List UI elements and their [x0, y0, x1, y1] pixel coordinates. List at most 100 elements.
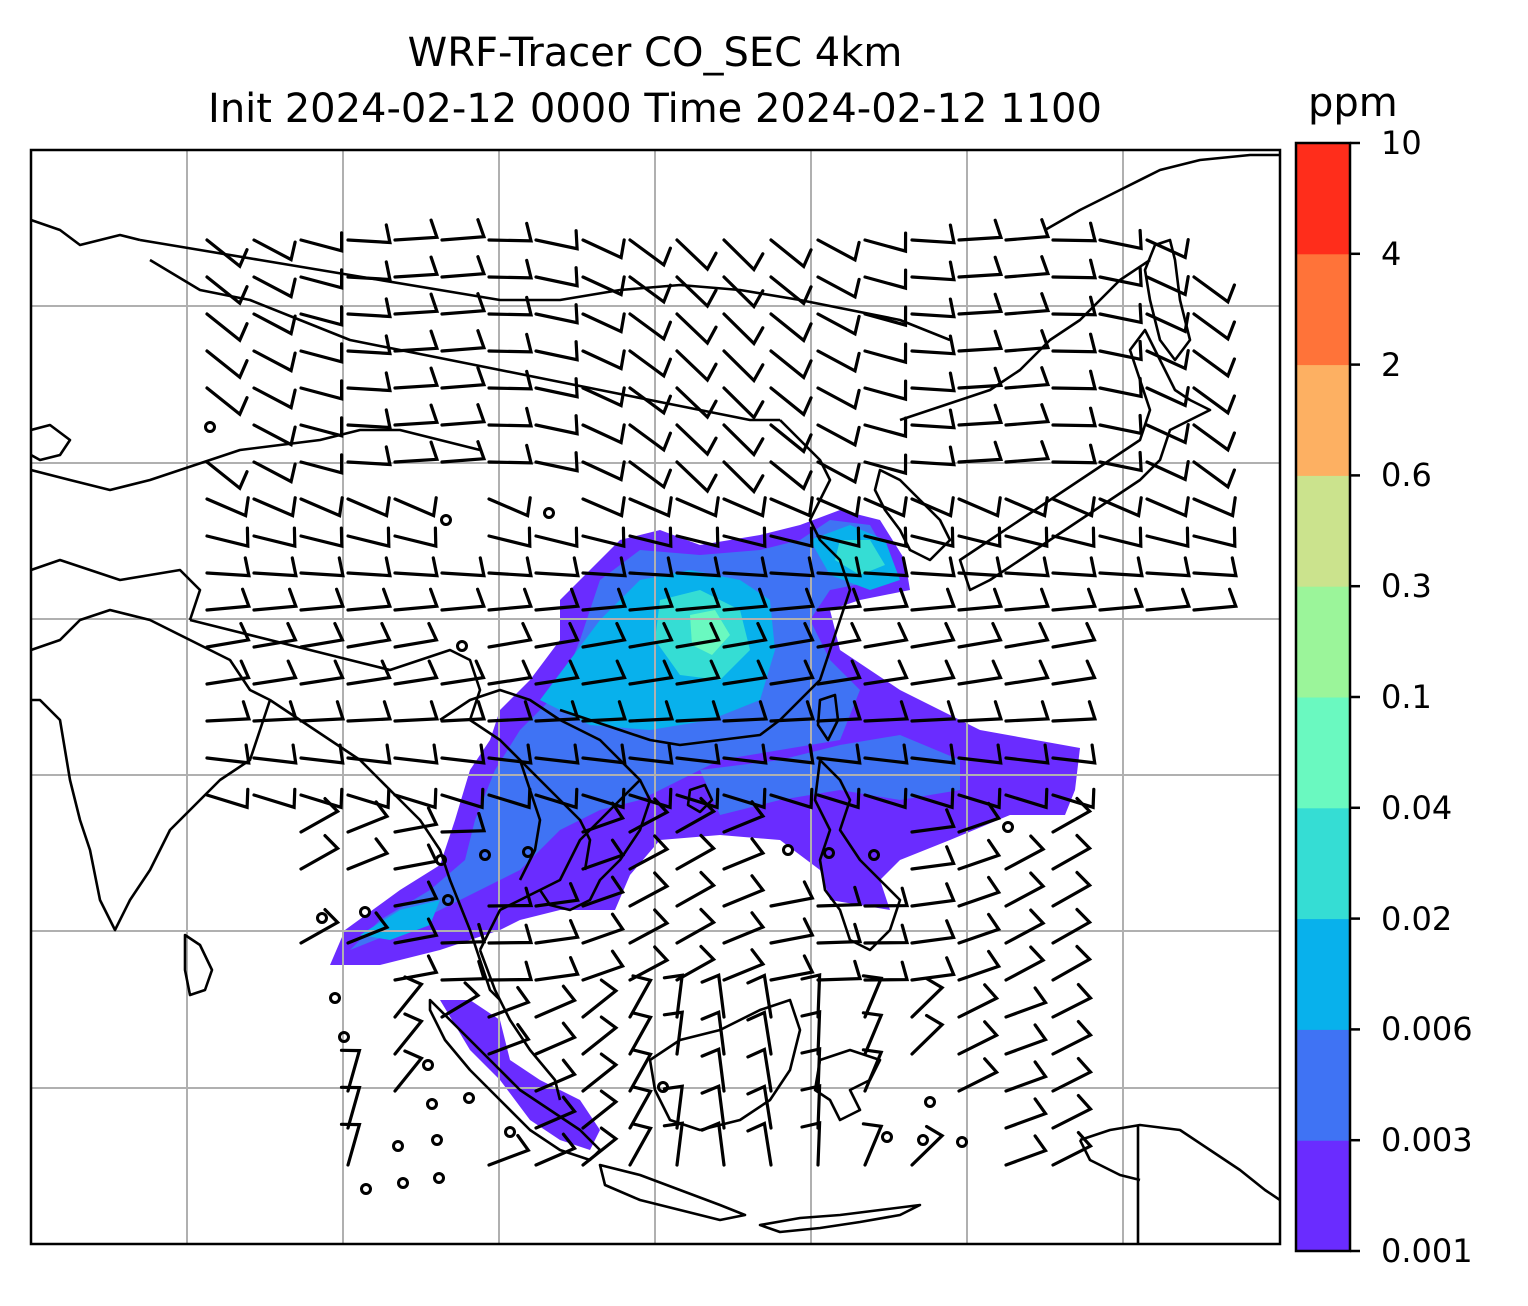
wind-barb	[863, 305, 908, 328]
calm-wind-marker	[956, 1136, 968, 1148]
wind-barb	[393, 1012, 424, 1056]
wind-barb	[1004, 1060, 1049, 1093]
wind-barb	[675, 460, 718, 494]
wind-barb	[393, 880, 439, 908]
wind-barb	[1145, 460, 1190, 482]
wind-barb	[700, 1084, 726, 1130]
calm-wind-marker	[204, 421, 216, 433]
wind-barb	[662, 973, 685, 1019]
wind-barb	[769, 787, 814, 810]
wind-barb	[628, 526, 673, 549]
wind-barb	[440, 292, 487, 316]
wind-barb	[1051, 870, 1093, 908]
wind-barb	[346, 659, 392, 686]
wind-barb	[675, 787, 720, 810]
wind-barb	[1098, 556, 1144, 578]
wind-barb	[863, 743, 909, 765]
wind-barb	[722, 556, 768, 578]
wind-barb	[628, 460, 672, 490]
wind-barbs	[205, 218, 1239, 1167]
wind-barb	[346, 445, 392, 467]
wind-barb	[769, 312, 813, 343]
wind-barb	[581, 949, 626, 982]
wind-barb	[1098, 413, 1143, 436]
wind-barb	[910, 882, 956, 908]
wind-barb	[487, 526, 532, 549]
wind-barb	[1004, 255, 1051, 279]
wind-barb	[393, 843, 439, 871]
wind-barb	[675, 796, 717, 834]
wind-barb	[252, 349, 297, 373]
wind-barb	[1051, 1094, 1094, 1130]
wind-barb	[769, 954, 815, 982]
wind-barb	[675, 496, 720, 518]
wind-barb	[957, 743, 1003, 765]
wind-barb	[722, 460, 765, 495]
wind-barb	[769, 556, 815, 578]
wind-barb	[722, 496, 767, 518]
wind-barb	[722, 238, 765, 273]
wind-barb	[816, 922, 863, 945]
wind-barb	[393, 700, 440, 723]
wind-barb	[769, 917, 815, 945]
wind-barb	[346, 587, 393, 612]
calm-wind-marker	[1002, 821, 1014, 833]
calm-wind-marker	[433, 1172, 445, 1184]
calm-wind-marker	[397, 1177, 409, 1189]
border-china-mongolia	[149, 258, 780, 422]
wind-barb	[1145, 386, 1190, 408]
wind-barb	[1004, 871, 1046, 908]
wind-barb	[440, 981, 481, 1019]
wind-barb	[861, 974, 884, 1019]
wind-barb	[957, 949, 1002, 982]
wind-barb	[957, 587, 1004, 612]
wind-barb	[816, 496, 861, 518]
wind-barb	[628, 1011, 653, 1056]
map-gridlines	[31, 150, 1280, 1244]
wind-barb	[1145, 238, 1190, 260]
wind-barb	[393, 255, 440, 279]
wind-barb	[1051, 496, 1096, 518]
wind-barb	[769, 700, 816, 723]
wind-barb	[769, 460, 813, 491]
wind-barb	[957, 801, 1002, 834]
wind-barb	[675, 349, 718, 383]
wind-barb	[957, 622, 1003, 649]
wind-barb	[628, 275, 672, 305]
wind-barb	[534, 451, 579, 473]
wind-barb	[1145, 349, 1190, 371]
wind-barb	[769, 587, 816, 612]
wind-barb	[393, 806, 439, 834]
wind-barb	[1051, 796, 1093, 834]
wind-barb	[957, 329, 1004, 353]
wind-barb	[1192, 496, 1237, 518]
colorbar-swatch	[1296, 586, 1350, 698]
calm-wind-marker	[657, 1081, 669, 1093]
wind-barb	[1004, 986, 1049, 1019]
wind-barb	[487, 443, 534, 465]
wind-barb	[346, 787, 391, 810]
wind-barb	[252, 526, 297, 549]
wind-barb	[534, 882, 580, 908]
wind-barb	[581, 659, 627, 686]
wind-barb	[1145, 423, 1190, 445]
colorbar-swatch	[1296, 364, 1350, 476]
border-mainland-se-asia	[469, 718, 592, 881]
colorbar-swatch	[1296, 918, 1350, 1030]
wind-barb	[863, 342, 908, 365]
wind-barb	[628, 700, 675, 723]
coastline-korea	[873, 468, 952, 562]
wind-barb	[1051, 1131, 1094, 1167]
wind-barb	[346, 800, 390, 834]
plume-level-002-ne	[835, 540, 885, 575]
wind-barb	[487, 496, 532, 518]
wind-barb	[252, 587, 299, 612]
wind-barb	[769, 622, 815, 649]
wind-barb	[252, 622, 298, 649]
wind-barb	[205, 659, 251, 686]
wind-barb	[910, 845, 956, 871]
wind-barb	[487, 700, 534, 723]
wind-barb	[534, 659, 580, 686]
wind-barb	[675, 907, 717, 945]
